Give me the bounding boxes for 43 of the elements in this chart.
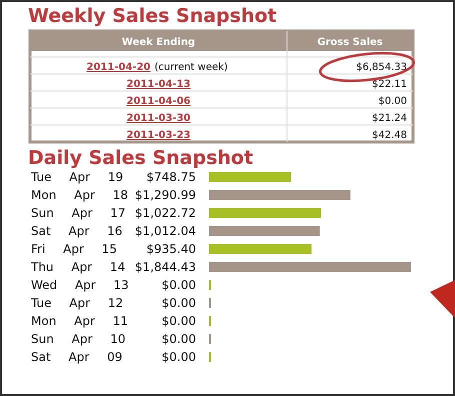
y-tick-label: Mon Apr 18	[31, 188, 128, 202]
text: Weekly Sales Snapshot	[28, 5, 277, 27]
text: $0.00	[378, 96, 407, 107]
y-tick-label: Tue Apr 12	[30, 296, 124, 310]
bar	[209, 262, 411, 272]
bar	[209, 226, 320, 236]
category-label: 2011-04-20	[86, 62, 151, 73]
text: $22.11	[372, 79, 407, 90]
text: $21.24	[372, 113, 407, 124]
category-label: 2011-03-23	[126, 130, 191, 141]
text: $6,854.33	[356, 62, 407, 73]
data-label: $1,844.43	[134, 260, 196, 274]
chart-title: Daily Sales Snapshot	[28, 147, 254, 169]
data-label: $0.00	[162, 314, 196, 328]
y-tick-label: Sun Apr 10	[31, 332, 126, 346]
category-label: 2011-04-13	[126, 79, 191, 90]
y-tick-label: Sat Apr 09	[31, 350, 122, 364]
y-tick-label: Fri Apr 15	[31, 242, 117, 256]
y-tick-label: Wed Apr 13	[31, 278, 129, 292]
text: Week Ending	[122, 37, 196, 48]
data-label: $0.00	[162, 296, 196, 310]
category-label: 2011-03-30	[126, 113, 191, 124]
bar	[209, 244, 312, 254]
y-tick-label: Mon Apr 11	[31, 314, 128, 328]
data-label: $1,290.99	[134, 188, 196, 202]
data-label: $1,012.04	[134, 224, 196, 238]
data-label: $0.00	[162, 278, 196, 292]
y-tick-label: Thu Apr 14	[30, 260, 126, 274]
bar	[209, 208, 322, 218]
category-label: 2011-04-06	[126, 96, 191, 107]
text: Gross Sales	[317, 37, 383, 48]
data-label: $0.00	[162, 350, 196, 364]
data-label: $748.75	[146, 170, 196, 184]
y-tick-label: Tue Apr 19	[30, 170, 124, 184]
data-label: $1,022.72	[134, 206, 196, 220]
data-label: $0.00	[162, 332, 196, 346]
data-label: $935.40	[146, 242, 196, 256]
bar	[209, 190, 350, 200]
text: $42.48	[372, 130, 407, 141]
bar	[209, 172, 291, 182]
y-tick-label: Sun Apr 17	[31, 206, 126, 220]
text: (current week)	[154, 62, 228, 73]
y-tick-label: Sat Apr 16	[31, 224, 122, 238]
